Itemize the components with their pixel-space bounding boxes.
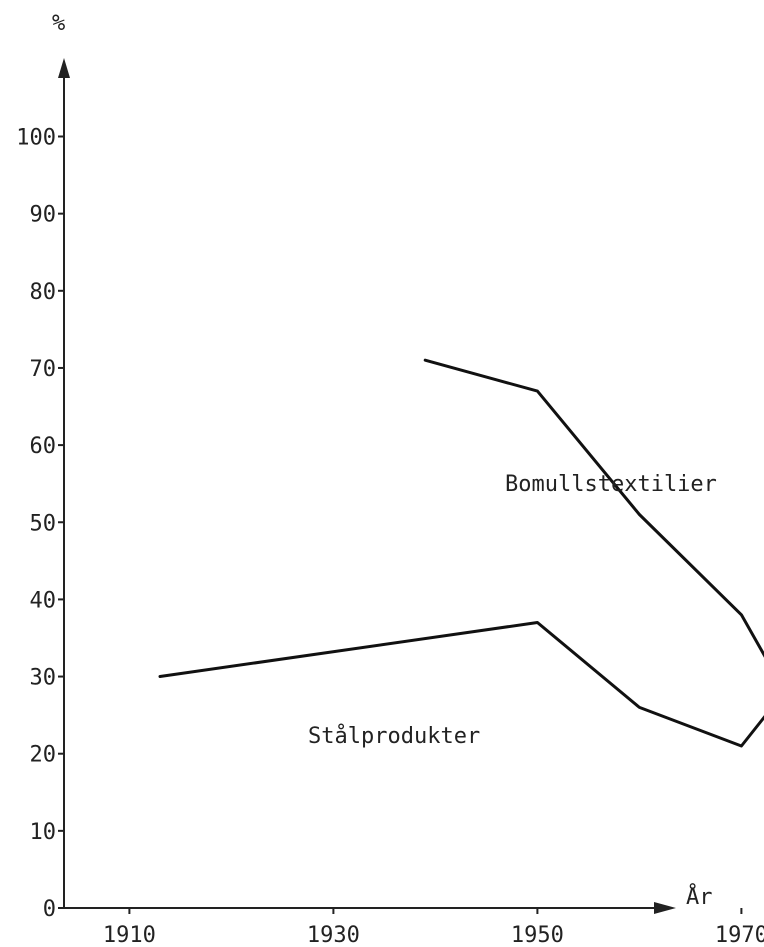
y-axis-arrow (58, 58, 70, 78)
series-line-stalprodukter (158, 621, 764, 748)
series-label-stalprodukter: Stålprodukter (308, 723, 480, 749)
y-tick-label: 90 (30, 203, 57, 228)
y-tick-label: 20 (30, 743, 57, 768)
x-tick-label: 1950 (511, 923, 564, 947)
y-tick-label: 70 (30, 357, 57, 382)
y-tick-label: 100 (16, 126, 56, 151)
axes: % År (52, 11, 713, 914)
x-tick-label: 1930 (307, 923, 360, 947)
series-labels: Bomullstextilier Stålprodukter (308, 472, 717, 749)
y-tick-label: 80 (30, 280, 57, 305)
y-tick-label: 40 (30, 588, 57, 613)
y-tick-label: 60 (30, 434, 57, 459)
x-tick-label: 1910 (103, 923, 156, 947)
y-tick-label: 30 (30, 666, 57, 691)
ticks: 0 10 20 30 40 50 60 70 80 90 100 1910 1930 1950 1970 (16, 126, 764, 947)
series-group (158, 358, 764, 748)
x-tick-label: 1970 (715, 923, 764, 947)
y-tick-label: 0 (43, 897, 56, 922)
y-tick-label: 10 (30, 820, 57, 845)
series-label-bomullstextilier: Bomullstextilier (505, 472, 717, 497)
y-axis-label: % (52, 11, 65, 36)
y-tick-label: 50 (30, 511, 57, 536)
x-axis-arrow (654, 902, 676, 914)
x-axis-label: År (686, 883, 713, 910)
series-line-bomullstextilier (423, 358, 764, 658)
